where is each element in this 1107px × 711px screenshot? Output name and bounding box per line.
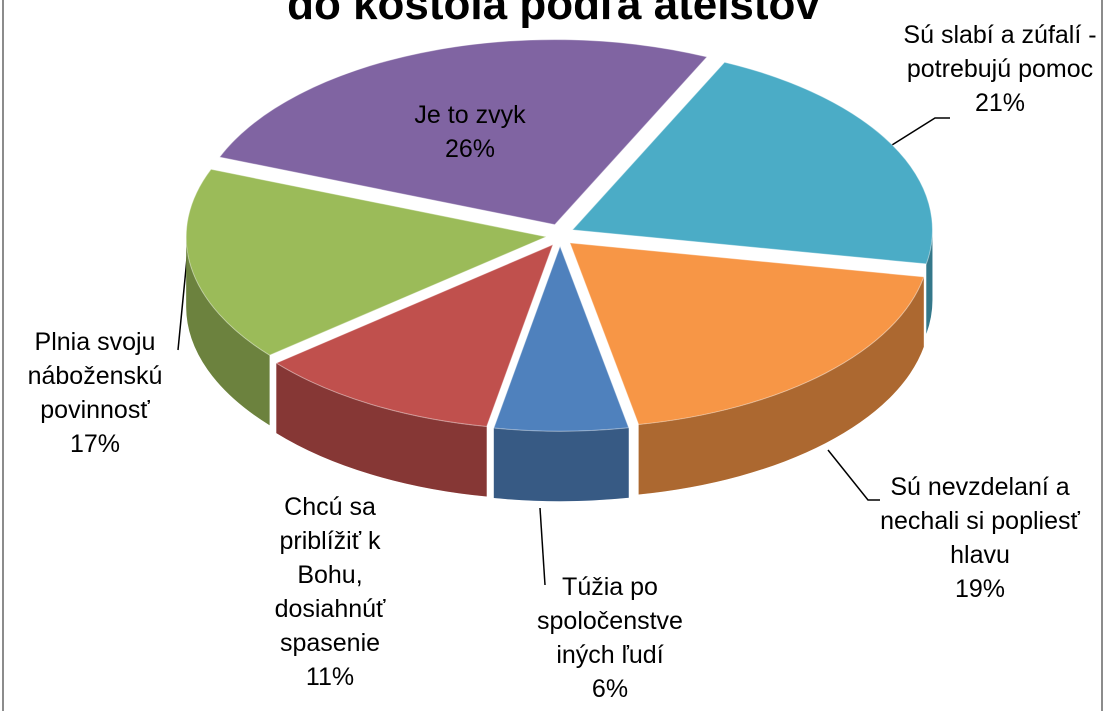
pie-tops [185, 39, 933, 432]
leader-line [539, 507, 546, 586]
pie-side-shade [926, 229, 933, 334]
pie-slice [218, 39, 708, 226]
data-label: Plnia svoju náboženskú povinnosť 17% [5, 325, 185, 461]
pie-slice [275, 243, 554, 428]
pie-slice [571, 61, 933, 265]
pie-side [276, 363, 487, 497]
leader-line [827, 449, 880, 501]
pie-side-shade [493, 427, 629, 502]
value-label: 26% [444, 135, 496, 163]
category-label: Plnia svoju náboženskú povinnosť [27, 328, 163, 424]
data-label: Je to zvyk 26% [385, 98, 555, 166]
pie-side-shade [638, 276, 924, 495]
pie-side-shade [186, 236, 270, 426]
data-label: Chcú sa priblížiť k Bohu, dosiahnúť spas… [245, 490, 415, 694]
pie-side [493, 427, 629, 502]
category-label: Túžia po spoločenstve iných ľudí [537, 573, 683, 669]
pie-sides [186, 229, 933, 502]
pie-side [638, 276, 924, 495]
value-label: 6% [591, 675, 629, 703]
category-label: Chcú sa priblížiť k Bohu, dosiahnúť spas… [274, 493, 386, 657]
data-label: Sú nevzdelaní a nechali si popliesť hlav… [880, 470, 1080, 606]
pie-slice [493, 244, 630, 432]
pie-side [926, 229, 933, 334]
pie-side [186, 236, 270, 426]
category-label: Je to zvyk [414, 101, 526, 129]
pie-slice [569, 242, 925, 426]
value-label: 21% [974, 89, 1026, 117]
chart-title: do kostola podľa ateistov [287, 0, 820, 29]
pie-side-shade [276, 363, 487, 497]
value-label: 17% [69, 430, 121, 458]
category-label: Sú nevzdelaní a nechali si popliesť hlav… [880, 473, 1080, 569]
value-label: 19% [954, 575, 1006, 603]
category-label: Sú slabí a zúfalí - potrebujú pomoc [903, 21, 1097, 83]
data-label: Túžia po spoločenstve iných ľudí 6% [510, 570, 710, 706]
pie-slice [185, 168, 548, 356]
data-label: Sú slabí a zúfalí - potrebujú pomoc 21% [895, 18, 1105, 120]
value-label: 11% [305, 663, 355, 691]
